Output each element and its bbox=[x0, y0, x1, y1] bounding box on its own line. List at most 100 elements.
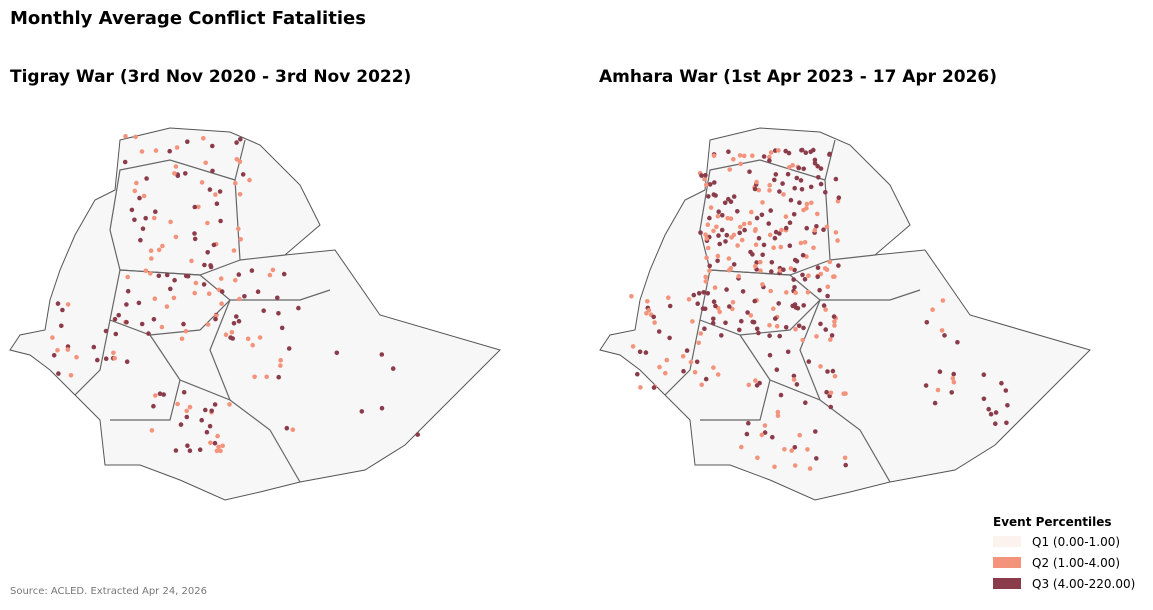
event-dot bbox=[842, 455, 848, 461]
event-dot bbox=[778, 244, 784, 250]
event-dot bbox=[791, 377, 797, 382]
event-dot bbox=[754, 215, 760, 221]
event-dot bbox=[750, 252, 755, 257]
event-dot bbox=[774, 323, 780, 329]
event-dot bbox=[275, 295, 280, 301]
event-dot bbox=[771, 245, 776, 250]
event-dot bbox=[812, 227, 818, 233]
event-dot bbox=[762, 430, 768, 435]
event-dot bbox=[711, 299, 717, 305]
event-dot bbox=[65, 347, 71, 352]
event-dot bbox=[203, 407, 208, 413]
event-dot bbox=[255, 289, 261, 295]
event-dot bbox=[146, 331, 151, 336]
event-dot bbox=[281, 271, 287, 277]
event-dot bbox=[664, 357, 670, 363]
event-dot bbox=[779, 227, 784, 233]
event-dot bbox=[296, 305, 301, 311]
event-dot bbox=[207, 423, 213, 429]
event-dot bbox=[740, 289, 746, 294]
region-border bbox=[664, 319, 771, 421]
event-dot bbox=[843, 462, 848, 468]
event-dot bbox=[699, 173, 704, 178]
event-dot bbox=[752, 186, 758, 192]
event-dot bbox=[181, 321, 186, 327]
event-dot bbox=[284, 425, 290, 431]
event-dot bbox=[153, 393, 158, 398]
event-dot bbox=[707, 215, 712, 221]
event-dot bbox=[805, 289, 811, 295]
event-dot bbox=[824, 389, 829, 395]
event-dot bbox=[688, 359, 694, 365]
event-dot bbox=[753, 242, 759, 247]
event-dot bbox=[716, 209, 721, 214]
event-dot bbox=[192, 231, 197, 236]
event-dot bbox=[775, 413, 781, 419]
event-dot bbox=[727, 304, 732, 309]
event-dot bbox=[774, 367, 780, 373]
event-dot bbox=[124, 302, 129, 307]
event-dot bbox=[705, 291, 711, 296]
event-dot bbox=[379, 352, 385, 357]
event-dot bbox=[218, 448, 223, 454]
event-dot bbox=[711, 153, 717, 158]
event-dot bbox=[999, 380, 1004, 386]
event-dot bbox=[768, 150, 774, 155]
event-dot bbox=[202, 262, 207, 268]
event-dot bbox=[151, 403, 156, 409]
event-dot bbox=[217, 189, 223, 194]
event-dot bbox=[205, 250, 210, 255]
event-dot bbox=[234, 314, 239, 319]
event-dot bbox=[157, 391, 163, 397]
event-dot bbox=[993, 421, 998, 427]
event-dot bbox=[781, 267, 786, 273]
region-border bbox=[179, 299, 301, 483]
event-dot bbox=[210, 168, 215, 174]
event-dot bbox=[206, 291, 212, 297]
event-dot bbox=[681, 368, 686, 374]
event-dot bbox=[189, 258, 194, 264]
event-dot bbox=[762, 423, 768, 428]
event-dot bbox=[144, 176, 149, 181]
event-dot bbox=[776, 148, 781, 153]
event-dot bbox=[815, 163, 820, 169]
event-dot bbox=[684, 348, 690, 353]
event-dot bbox=[769, 269, 774, 274]
event-dot bbox=[950, 376, 956, 381]
event-dot bbox=[666, 295, 671, 301]
event-dot bbox=[719, 333, 724, 338]
event-dot bbox=[932, 400, 938, 406]
event-dot bbox=[205, 220, 210, 226]
event-dot bbox=[278, 363, 283, 368]
event-dot bbox=[264, 374, 270, 380]
map bbox=[599, 127, 1091, 501]
event-dot bbox=[754, 179, 759, 185]
event-dot bbox=[181, 390, 187, 395]
event-dot bbox=[730, 300, 736, 305]
title: Monthly Average Conflict Fatalities bbox=[10, 8, 366, 29]
event-dot bbox=[772, 235, 778, 241]
event-dot bbox=[824, 267, 830, 273]
event-dot bbox=[833, 176, 839, 182]
event-dot bbox=[937, 369, 943, 375]
event-dot bbox=[214, 201, 220, 206]
event-dot bbox=[746, 382, 752, 388]
event-dot bbox=[192, 236, 198, 242]
event-dot bbox=[700, 306, 706, 311]
event-dot bbox=[707, 268, 712, 274]
event-dot bbox=[766, 221, 771, 226]
event-dot bbox=[134, 180, 139, 186]
legend-label: Q1 (0.00-1.00) bbox=[1032, 535, 1120, 549]
event-dot bbox=[843, 391, 848, 396]
event-dot bbox=[758, 259, 763, 265]
event-dot bbox=[797, 200, 802, 205]
event-dot bbox=[203, 160, 208, 166]
event-dot bbox=[767, 333, 772, 339]
event-dot bbox=[103, 328, 109, 334]
event-dot bbox=[123, 134, 128, 139]
event-dot bbox=[712, 180, 717, 185]
event-dot bbox=[835, 238, 840, 243]
event-dot bbox=[680, 354, 686, 359]
event-dot bbox=[805, 447, 810, 452]
